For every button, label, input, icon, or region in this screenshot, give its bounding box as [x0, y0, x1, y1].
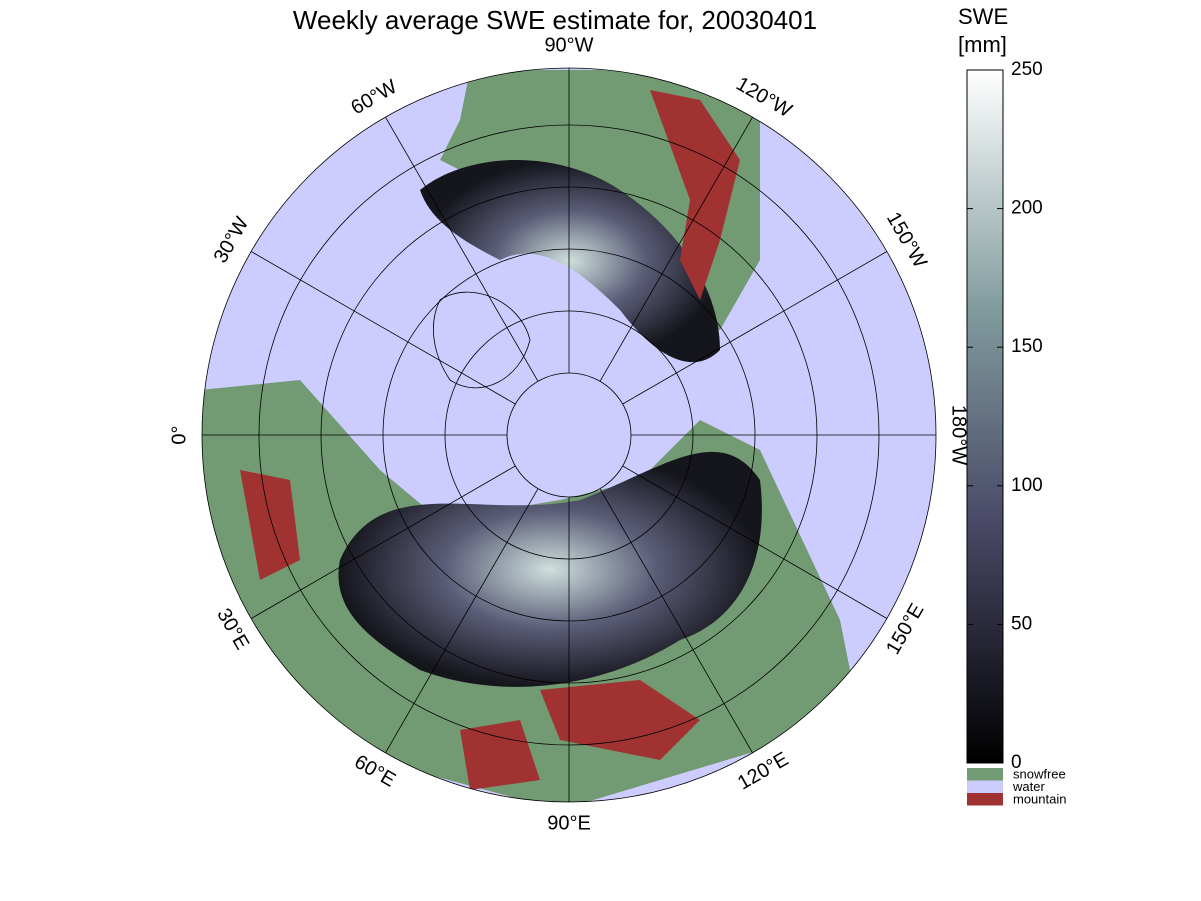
- colorbar-label: [mm]: [958, 32, 1007, 57]
- map-title: Weekly average SWE estimate for, 2003040…: [293, 5, 817, 35]
- colorbar: [966, 69, 1004, 764]
- legend-swatch: [967, 768, 1003, 781]
- colorbar-label: SWE: [958, 4, 1008, 29]
- meridian: [250, 465, 516, 619]
- meridian: [599, 488, 753, 754]
- legend-swatch: [967, 793, 1003, 806]
- colorbar-tick-label: 250: [1011, 59, 1043, 80]
- legend-swatch: [967, 780, 1003, 793]
- meridian-label: 0°: [168, 425, 190, 444]
- meridian-label: 90°E: [547, 812, 591, 834]
- meridian: [385, 116, 539, 382]
- meridian: [250, 251, 516, 405]
- legend-label: snowfree: [1013, 766, 1066, 781]
- snow-north-america: [420, 160, 720, 363]
- meridian-label: 180°W: [948, 405, 970, 465]
- colorbar-tick-label: 200: [1011, 198, 1043, 219]
- greenland: [433, 291, 531, 389]
- colorbar-tick-label: 0: [1011, 752, 1022, 773]
- meridian-label: 60°E: [350, 751, 399, 792]
- map-disk: [202, 68, 936, 802]
- meridian-label: 30°E: [212, 605, 253, 654]
- snow-eurasia: [338, 451, 762, 687]
- meridian: [599, 116, 753, 382]
- meridian: [622, 251, 888, 405]
- legend-label: water: [1012, 779, 1045, 794]
- meridian: [622, 465, 888, 619]
- graticule: [201, 67, 937, 803]
- colorbar-tick-label: 50: [1011, 613, 1032, 634]
- legend-label: mountain: [1013, 791, 1066, 806]
- meridian: [385, 488, 539, 754]
- colorbar-tick-label: 100: [1011, 475, 1043, 496]
- meridian-label: 90°W: [544, 34, 593, 56]
- colorbar-tick-label: 150: [1011, 336, 1043, 357]
